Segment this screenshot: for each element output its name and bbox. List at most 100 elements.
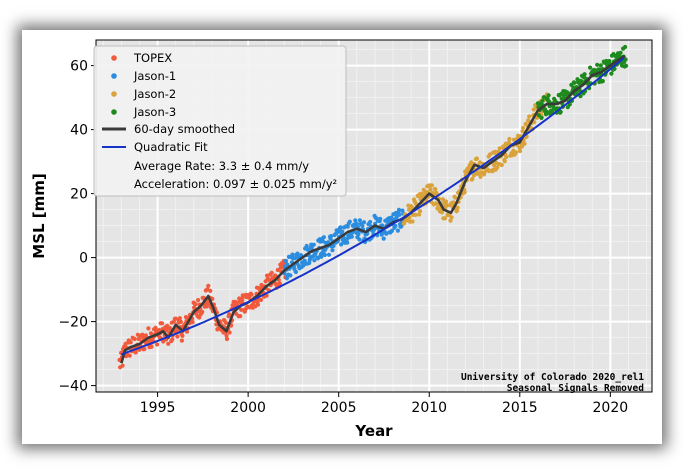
point-jason-1 [397,212,402,217]
point-topex [224,336,230,342]
x-tick-label: 2020 [593,400,629,416]
y-axis-title: MSL [mm] [30,173,48,258]
y-tick-label: 60 [70,59,88,75]
point-jason-1 [361,220,367,225]
point-jason-1 [345,240,350,245]
point-jason-2 [439,210,444,215]
quadratic-fit-line [121,57,625,356]
point-jason-2 [513,150,519,155]
legend-label-topex: TOPEX [133,51,172,65]
point-jason-2 [502,159,507,164]
point-topex [275,267,280,273]
point-topex [197,315,202,320]
point-topex [143,333,148,338]
point-topex [180,333,185,338]
point-jason-2 [417,212,422,217]
point-jason-3 [582,72,587,77]
point-topex [160,321,165,326]
point-jason-2 [443,199,449,204]
data-lines [120,54,626,364]
point-topex [127,353,132,358]
point-topex [133,350,138,355]
point-jason-1 [304,243,309,249]
point-jason-1 [340,229,345,234]
legend: TOPEX Jason-1 Jason-2 Jason-3 60-day smo… [93,45,347,197]
point-jason-2 [418,209,423,214]
x-axis-title: Year [354,422,393,440]
point-jason-2 [517,148,523,154]
point-jason-2 [478,174,483,179]
point-jason-1 [345,224,350,229]
point-jason-2 [428,187,433,192]
point-jason-2 [419,191,424,196]
point-jason-1 [360,223,365,228]
point-jason-2 [429,183,434,188]
point-topex [177,316,182,321]
point-jason-1 [347,219,352,224]
credit-line-2: Seasonal Signals Removed [507,383,645,394]
x-tick-label: 2000 [230,400,266,416]
point-jason-2 [449,215,454,220]
point-jason-1 [295,251,300,256]
point-jason-2 [421,187,426,192]
point-jason-3 [559,96,564,101]
point-jason-2 [520,129,525,134]
point-topex [173,316,178,321]
point-jason-1 [328,234,334,239]
point-jason-3 [618,50,623,55]
point-jason-3 [624,63,629,68]
point-jason-3 [609,71,614,76]
point-topex [120,363,125,368]
point-jason-2 [470,176,475,182]
legend-box [93,45,347,197]
point-topex [223,320,229,325]
point-jason-2 [440,197,445,202]
point-jason-1 [285,262,290,267]
legend-label-smoothed: 60-day smoothed [134,122,235,136]
point-jason-3 [604,58,609,64]
msl-chart: 1995 2000 2005 2010 2015 2020 −40 −20 0 20 40 60 Ye… [30,39,653,440]
point-jason-2 [455,205,460,210]
point-jason-3 [539,115,544,120]
point-jason-1 [319,254,324,259]
point-topex [208,288,213,293]
point-jason-1 [331,243,336,248]
point-jason-1 [321,235,326,240]
point-topex [155,342,160,347]
point-jason-2 [442,216,448,221]
point-jason-3 [544,109,550,114]
point-topex [224,333,229,338]
point-topex [166,341,171,346]
point-jason-3 [558,109,563,114]
point-jason-2 [499,162,504,168]
point-topex [161,339,166,344]
point-jason-1 [393,223,398,229]
point-jason-3 [572,80,577,85]
point-jason-3 [600,79,605,84]
acceleration-annotation: Acceleration: 0.097 ± 0.025 mm/y² [134,177,337,191]
point-jason-1 [356,232,361,237]
legend-label-jason2: Jason-2 [133,87,176,101]
point-jason-1 [353,218,358,223]
data-points [117,44,629,370]
point-topex [204,304,209,309]
point-jason-2 [413,212,418,217]
point-jason-3 [540,98,545,103]
y-tick-label: 20 [70,187,88,203]
point-jason-2 [435,206,440,211]
point-jason-1 [400,208,405,213]
point-topex [148,331,154,336]
point-jason-2 [507,136,512,142]
point-jason-1 [299,253,304,258]
point-jason-1 [312,258,317,263]
point-jason-2 [464,171,469,176]
point-jason-1 [290,252,295,257]
axis-ticks: 1995 2000 2005 2010 2015 2020 −40 −20 0 20 40 60 [58,59,628,416]
point-jason-3 [623,44,628,50]
legend-label-jason3: Jason-3 [133,105,176,119]
point-topex [206,283,211,288]
point-jason-1 [283,258,288,263]
y-tick-label: −40 [58,379,88,395]
point-topex [146,326,151,331]
legend-marker-topex [111,55,117,61]
